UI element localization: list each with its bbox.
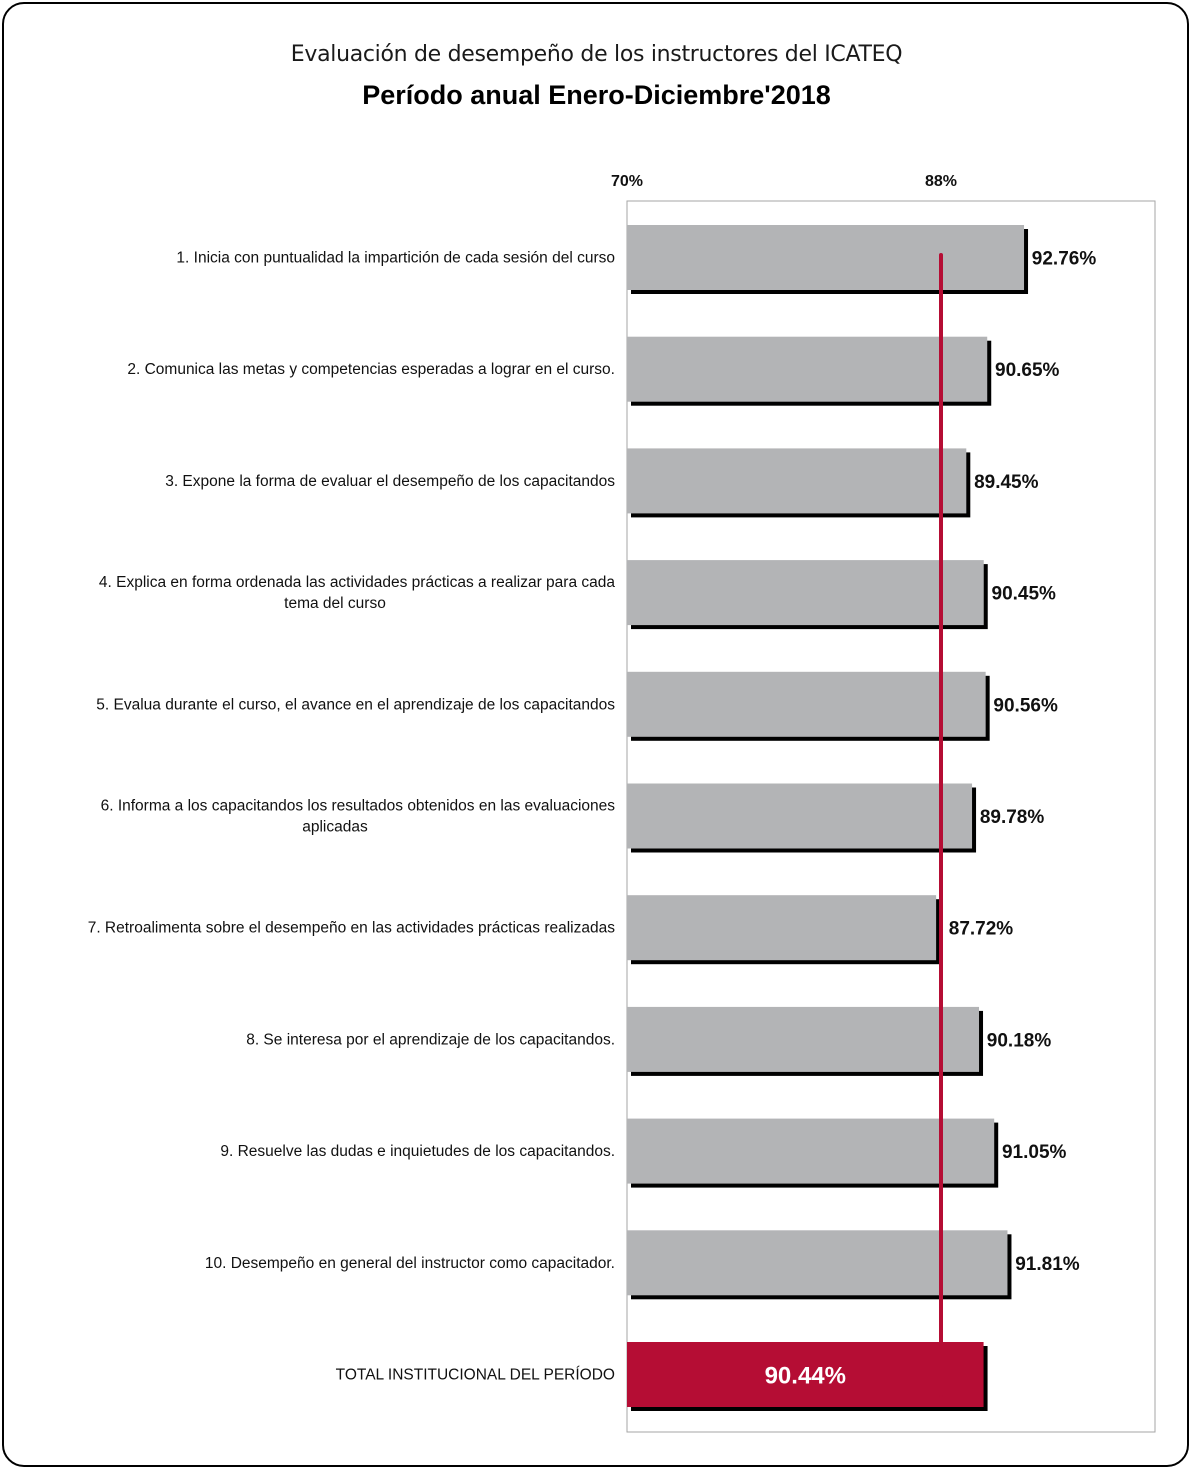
- category-label: 6. Informa a los capacitandos los result…: [101, 798, 616, 815]
- value-label: 90.65%: [995, 360, 1060, 381]
- category-label: 4. Explica en forma ordenada las activid…: [99, 574, 615, 591]
- bar: [627, 336, 988, 402]
- bar: [627, 783, 973, 849]
- category-label: tema del curso: [284, 595, 386, 612]
- total-bar: [627, 1342, 984, 1407]
- category-label: 5. Evalua durante el curso, el avance en…: [96, 696, 615, 713]
- value-label: 92.76%: [1032, 249, 1097, 270]
- chart-title: Evaluación de desempeño de los instructo…: [290, 42, 903, 67]
- category-label: 9. Resuelve las dudas e inquietudes de l…: [220, 1143, 615, 1160]
- bar: [627, 1118, 995, 1184]
- category-label: aplicadas: [302, 819, 368, 836]
- value-label: 89.78%: [980, 807, 1045, 828]
- x-tick-label: 88%: [925, 173, 957, 190]
- value-label: 87.72%: [949, 919, 1014, 940]
- category-label: 1. Inicia con puntualidad la impartición…: [176, 250, 615, 267]
- value-label: 89.45%: [974, 472, 1039, 493]
- bar: [627, 1230, 1008, 1296]
- bar: [627, 671, 986, 737]
- value-label: 91.05%: [1002, 1142, 1067, 1163]
- value-label: 90.18%: [987, 1030, 1052, 1051]
- bar: [627, 225, 1025, 290]
- value-label: 90.56%: [993, 695, 1058, 716]
- value-label: 91.81%: [1015, 1254, 1080, 1275]
- value-label: 90.45%: [992, 584, 1057, 605]
- x-tick-label: 70%: [611, 173, 643, 190]
- bar: [627, 560, 984, 626]
- bar: [627, 1006, 980, 1072]
- chart-subtitle: Período anual Enero-Diciembre'2018: [362, 80, 831, 110]
- bar: [627, 448, 967, 514]
- category-label: 2. Comunica las metas y competencias esp…: [127, 361, 615, 378]
- total-value-label: 90.44%: [765, 1363, 846, 1390]
- category-label: TOTAL INSTITUCIONAL DEL PERÍODO: [336, 1367, 615, 1384]
- category-label: 3. Expone la forma de evaluar el desempe…: [165, 473, 615, 490]
- category-label: 8. Se interesa por el aprendizaje de los…: [246, 1031, 615, 1048]
- category-label: 7. Retroalimenta sobre el desempeño en l…: [88, 920, 616, 937]
- bar: [627, 895, 937, 961]
- category-label: 10. Desempeño en general del instructor …: [205, 1255, 615, 1272]
